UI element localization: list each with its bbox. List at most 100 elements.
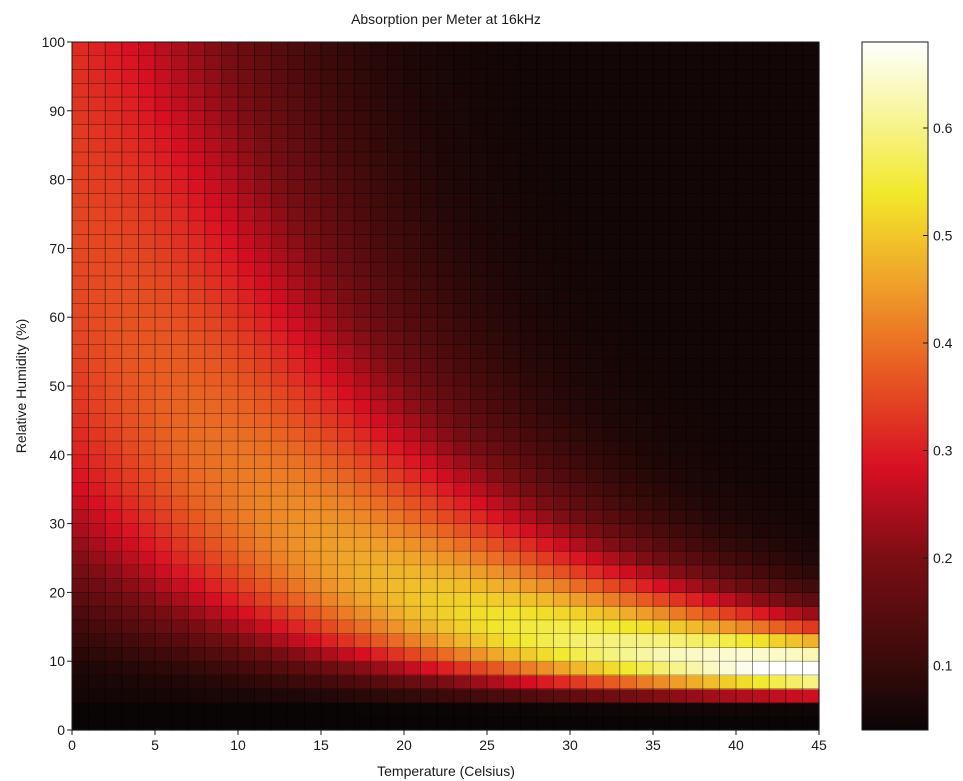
heatmap-cell — [653, 165, 671, 181]
heatmap-cell — [321, 317, 339, 332]
heatmap-cell — [221, 592, 239, 607]
heatmap-cell — [702, 413, 720, 428]
heatmap-cell — [487, 317, 505, 332]
heatmap-cell — [686, 330, 704, 346]
heatmap-cell — [105, 262, 123, 277]
heatmap-cell — [121, 275, 139, 291]
heatmap-cell — [719, 564, 737, 580]
heatmap-cell — [785, 234, 803, 249]
heatmap-cell — [155, 578, 173, 593]
heatmap-cell — [437, 523, 455, 538]
heatmap-cell — [785, 69, 803, 84]
heatmap-cell — [138, 83, 156, 98]
heatmap-cell — [420, 97, 438, 112]
heatmap-cell — [619, 386, 637, 401]
heatmap-cell — [520, 42, 538, 57]
heatmap-cell — [802, 564, 820, 580]
heatmap-cell — [354, 138, 372, 153]
heatmap-cell — [138, 69, 156, 84]
heatmap-cell — [487, 110, 505, 126]
heatmap-cell — [72, 523, 90, 538]
heatmap-cell — [370, 124, 388, 139]
colorbar-tick-label: 0.4 — [933, 335, 953, 351]
heatmap-cell — [304, 592, 322, 607]
heatmap-cell — [603, 262, 621, 277]
heatmap-cell — [769, 275, 787, 291]
heatmap-cell — [171, 399, 189, 415]
heatmap-cell — [204, 83, 222, 98]
heatmap-cell — [470, 496, 488, 511]
heatmap-cell — [387, 619, 405, 635]
heatmap-cell — [171, 468, 189, 483]
heatmap-cell — [121, 537, 139, 552]
heatmap-cell — [321, 592, 339, 607]
heatmap-cell — [702, 358, 720, 373]
heatmap-cell — [72, 275, 90, 291]
heatmap-cell — [155, 165, 173, 181]
heatmap-cell — [88, 399, 106, 415]
heatmap-cell — [420, 124, 438, 139]
heatmap-cell — [370, 551, 388, 566]
heatmap-cell — [487, 138, 505, 153]
heatmap-cell — [72, 234, 90, 249]
heatmap-cell — [304, 138, 322, 153]
heatmap-cell — [105, 537, 123, 552]
heatmap-cell — [669, 509, 687, 525]
heatmap-cell — [420, 441, 438, 456]
heatmap-cell — [105, 496, 123, 511]
heatmap-cell — [802, 275, 820, 291]
heatmap-cell — [619, 165, 637, 181]
heatmap-cell — [138, 537, 156, 552]
heatmap-cell — [188, 592, 206, 607]
heatmap-cell — [171, 551, 189, 566]
heatmap-cell — [686, 482, 704, 497]
heatmap-cell — [337, 289, 355, 305]
heatmap-cell — [553, 496, 571, 511]
heatmap-cell — [453, 399, 471, 415]
heatmap-cell — [238, 262, 256, 277]
heatmap-cell — [254, 661, 272, 676]
heatmap-cell — [553, 441, 571, 456]
heatmap-cell — [619, 702, 637, 717]
heatmap-cell — [121, 138, 139, 153]
heatmap-cell — [238, 551, 256, 566]
heatmap-cell — [238, 537, 256, 552]
heatmap-cell — [221, 441, 239, 456]
heatmap-cell — [271, 262, 289, 277]
heatmap-cell — [387, 83, 405, 98]
heatmap-cell — [254, 619, 272, 635]
heatmap-cell — [536, 289, 554, 305]
heatmap-cell — [72, 399, 90, 415]
heatmap-cell — [88, 647, 106, 662]
heatmap-cell — [321, 606, 339, 621]
heatmap-cell — [155, 454, 173, 470]
heatmap-cell — [138, 234, 156, 249]
heatmap-cell — [271, 207, 289, 222]
heatmap-cell — [321, 702, 339, 717]
heatmap-cell — [155, 716, 173, 731]
heatmap-cell — [603, 578, 621, 593]
heatmap-cell — [287, 619, 305, 635]
heatmap-cell — [138, 110, 156, 126]
heatmap-cell — [686, 468, 704, 483]
heatmap-cell — [653, 496, 671, 511]
heatmap-cell — [619, 661, 637, 676]
heatmap-cell — [785, 372, 803, 387]
heatmap-cell — [619, 289, 637, 305]
heatmap-cell — [221, 482, 239, 497]
heatmap-cell — [238, 97, 256, 112]
heatmap-cell — [736, 330, 754, 346]
heatmap-cell — [802, 702, 820, 717]
heatmap-cell — [304, 97, 322, 112]
heatmap-cell — [702, 165, 720, 181]
heatmap-cell — [354, 110, 372, 126]
heatmap-cell — [321, 399, 339, 415]
heatmap-cell — [785, 578, 803, 593]
heatmap-cell — [553, 55, 571, 71]
heatmap-cell — [686, 592, 704, 607]
heatmap-cell — [304, 537, 322, 552]
heatmap-cell — [653, 179, 671, 194]
heatmap-cell — [570, 674, 588, 690]
heatmap-cell — [354, 509, 372, 525]
heatmap-cell — [88, 386, 106, 401]
